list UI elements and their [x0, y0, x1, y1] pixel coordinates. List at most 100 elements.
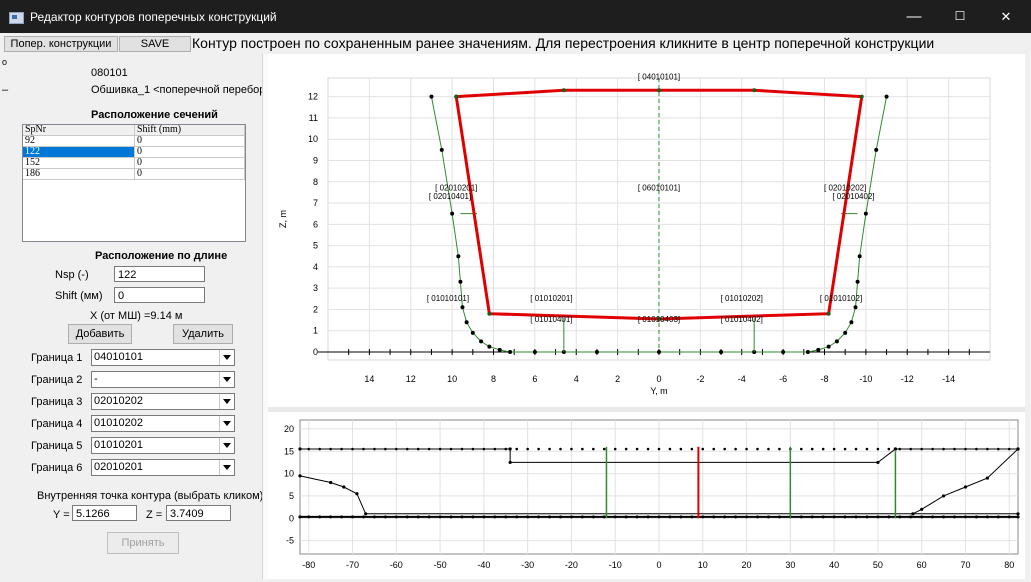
deck-point — [778, 447, 781, 451]
left-panel: o – 080101 Обшивка_1 <поперечной перебор… — [0, 54, 292, 579]
nsp-input[interactable]: 122 — [114, 266, 205, 282]
border-1-select[interactable]: 04010101 — [91, 349, 235, 366]
y-tick-label: 2 — [313, 304, 318, 314]
minimize-button[interactable]: — — [906, 8, 922, 25]
deck-point — [909, 447, 913, 451]
baseline-point — [394, 515, 398, 519]
y-label: Y = — [53, 509, 70, 521]
cross-structures-button[interactable]: Попер. конструкции — [4, 36, 118, 52]
longitudinal-svg[interactable]: -80 -70 -60 -50 -40 -30 -20 -10 0 10 20 30 40 50 60 70 8… — [268, 412, 1025, 579]
chart-splitter[interactable] — [268, 407, 1025, 412]
deck-point — [318, 447, 322, 451]
border-5-select[interactable]: 01010201 — [91, 437, 235, 454]
profile-line — [912, 448, 1019, 515]
panel-splitter[interactable] — [262, 54, 268, 579]
cross-section-chart[interactable]: 14 12 10 8 6 4 2 0 -2 -4 -6 -8 -10 -12 -14 0 1 2 3 4 5 6 7 8 9 10… — [268, 54, 1025, 407]
profile-point — [893, 447, 898, 451]
cell-shift[interactable]: 0 — [134, 135, 246, 147]
hull-point — [816, 347, 821, 352]
hull-point — [458, 279, 463, 284]
longitudinal-chart[interactable]: -80 -70 -60 -50 -40 -30 -20 -10 0 10 20 30 40 50 60 70 8… — [268, 412, 1025, 579]
y-tick-label: 3 — [313, 283, 318, 293]
x-tick-label: -80 — [302, 560, 315, 570]
cell-spnr[interactable]: 122 — [23, 146, 135, 158]
table-row[interactable]: 92 0 — [23, 135, 246, 147]
deck-point — [854, 447, 858, 451]
baseline-point — [854, 515, 858, 519]
baseline-point — [504, 515, 508, 519]
x-tick-label: -12 — [901, 374, 914, 384]
baseline-point — [799, 515, 803, 519]
y-tick-label: 12 — [308, 92, 318, 102]
profile-point — [941, 494, 946, 498]
deck-point — [373, 447, 376, 451]
x-tick-label: 8 — [491, 374, 496, 384]
border-4-select[interactable]: 01010202 — [91, 415, 235, 432]
hull-point — [719, 350, 724, 354]
y-tick-label: 20 — [284, 424, 294, 434]
contour-point — [826, 311, 831, 316]
deck-point — [351, 447, 354, 451]
deck-point — [602, 447, 606, 451]
hull-point — [843, 330, 848, 335]
profile-point — [298, 515, 302, 519]
x-tick-label: 80 — [1004, 560, 1014, 570]
sections-title: Расположение сечений — [91, 109, 218, 121]
cell-spnr[interactable]: 92 — [23, 135, 135, 147]
cell-spnr[interactable]: 152 — [23, 157, 135, 169]
y-tick-label: 4 — [313, 262, 318, 272]
table-row[interactable]: 186 0 — [23, 168, 246, 180]
baseline-point — [416, 515, 420, 519]
border-6-select[interactable]: 02010201 — [91, 459, 235, 476]
cell-spnr[interactable]: 186 — [23, 168, 135, 180]
border-2-select[interactable]: - — [91, 371, 235, 388]
deck-point — [405, 447, 409, 451]
deck-point — [832, 447, 836, 451]
accept-button[interactable]: Принять — [107, 532, 179, 554]
delete-button[interactable]: Удалить — [173, 324, 233, 344]
border-3-select[interactable]: 02010202 — [91, 393, 235, 410]
baseline-point — [482, 515, 486, 519]
x-tick-label: 12 — [406, 374, 416, 384]
hull-point — [857, 254, 862, 259]
shift-label: Shift (мм) — [55, 290, 103, 302]
sections-grid[interactable]: SpNr Shift (mm) 92 0 122 0 152 0 186 0 — [22, 124, 246, 242]
hull-point — [874, 147, 879, 152]
deck-point — [898, 447, 902, 451]
cell-shift[interactable]: 0 — [134, 146, 246, 158]
maximize-button[interactable]: ☐ — [954, 9, 966, 23]
baseline-point — [558, 515, 562, 519]
cell-shift[interactable]: 0 — [134, 168, 246, 180]
contour-point — [657, 317, 661, 322]
baseline-point — [963, 515, 967, 519]
contour-label: [ 04010101] — [638, 73, 680, 82]
deck-point — [416, 447, 420, 451]
cell-shift[interactable]: 0 — [134, 157, 246, 169]
deck-point — [942, 447, 945, 451]
z-input[interactable]: 3.7409 — [166, 505, 231, 521]
save-button[interactable]: SAVE — [119, 36, 191, 52]
y-tick-label: 1 — [313, 326, 318, 336]
baseline-point — [657, 515, 661, 519]
contour-label: [ 06010101] — [638, 183, 680, 192]
profile-point — [1016, 515, 1020, 519]
contour-label: [ 01010202] — [721, 294, 763, 303]
table-row[interactable]: 152 0 — [23, 157, 246, 169]
profile-line — [299, 475, 1018, 515]
table-row-selected[interactable]: 122 0 — [23, 146, 246, 158]
structure-code: 080101 — [91, 67, 128, 79]
profile-point — [1016, 512, 1020, 516]
close-button[interactable]: ✕ — [1000, 9, 1012, 24]
deck-point — [438, 447, 442, 451]
shift-input[interactable]: 0 — [114, 287, 205, 303]
x-tick-label: 10 — [698, 560, 708, 570]
baseline-point — [383, 515, 387, 519]
x-tick-label: -10 — [609, 560, 622, 570]
y-tick-label: 8 — [313, 177, 318, 187]
add-button[interactable]: Добавить — [68, 324, 132, 344]
y-input[interactable]: 5.1266 — [72, 505, 137, 521]
deck-point — [821, 447, 825, 451]
dash-mark: – — [2, 84, 9, 96]
deck-point — [624, 447, 628, 451]
cross-section-svg[interactable]: 14 12 10 8 6 4 2 0 -2 -4 -6 -8 -10 -12 -14012345678910… — [268, 54, 1025, 407]
